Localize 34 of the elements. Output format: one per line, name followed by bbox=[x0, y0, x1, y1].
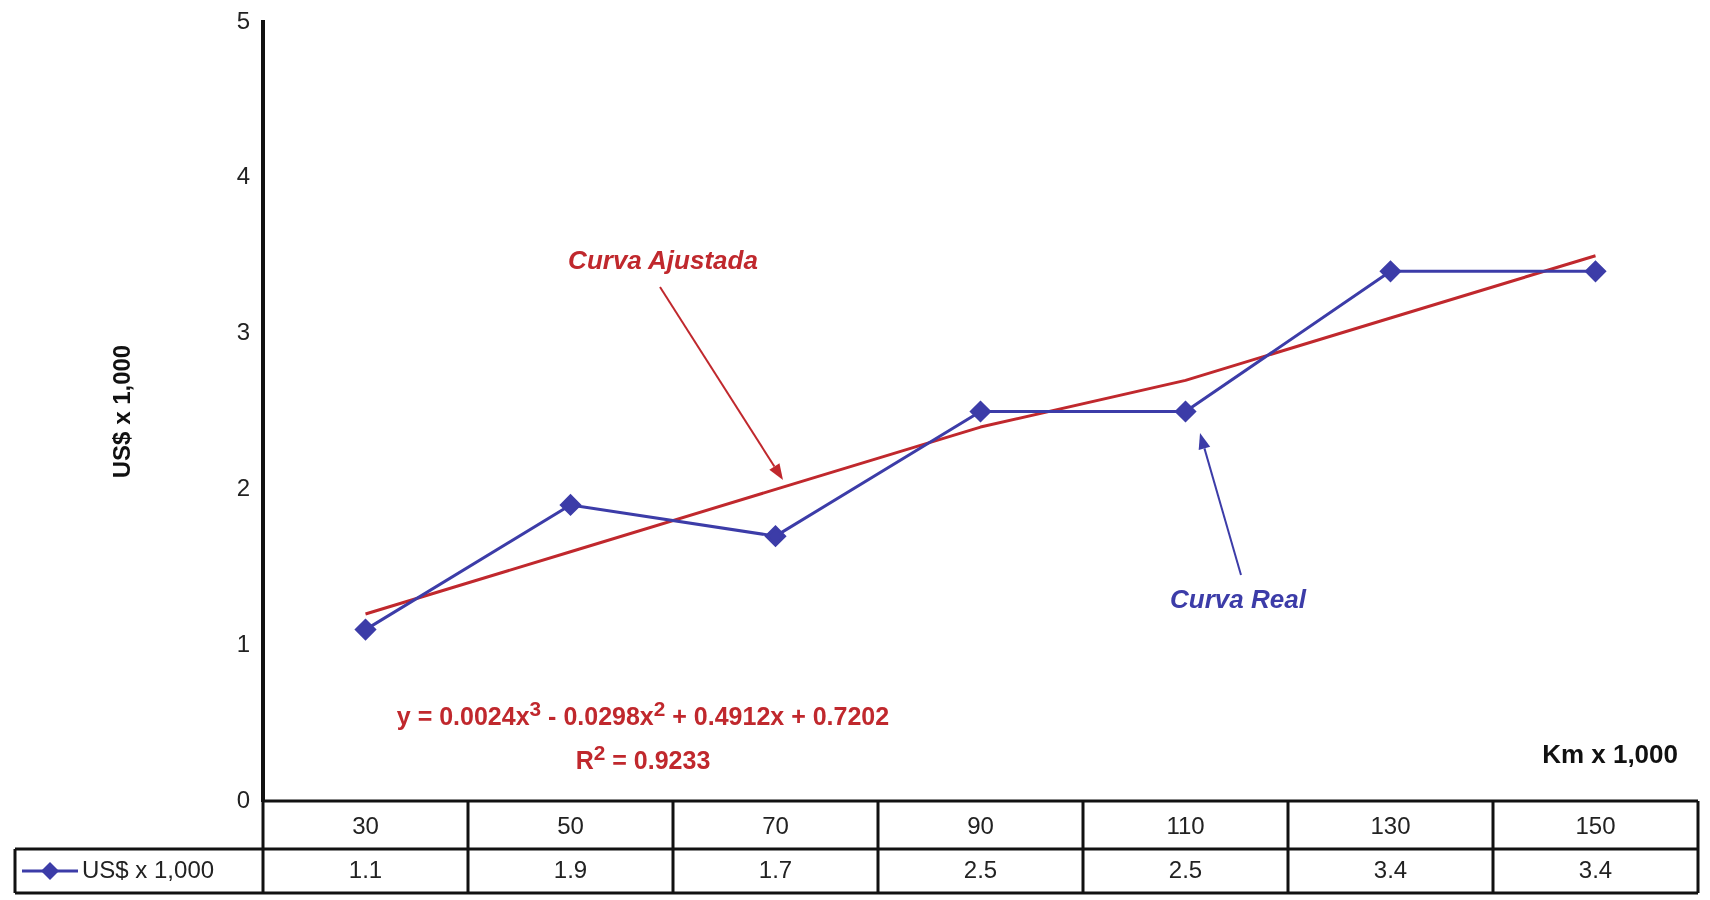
point bbox=[1585, 260, 1606, 282]
annotation: y = 0.0024x$^{3}$ - 0.0298x$^{2}$ + 0.4912x + 0.7202 bbox=[396, 696, 890, 732]
point bbox=[1380, 260, 1401, 282]
x-tick-label: 50 bbox=[557, 812, 584, 840]
x-tick-label: 30 bbox=[352, 812, 379, 840]
y-axis-title: US$ x 1,000 bbox=[108, 344, 136, 479]
point bbox=[1175, 401, 1196, 422]
y-tick-label: 0 bbox=[236, 785, 250, 813]
annotation: Curva Ajustada bbox=[568, 244, 758, 276]
point bbox=[560, 494, 581, 516]
y-tick-label: 5 bbox=[236, 6, 250, 34]
annotation: Curva Real bbox=[1170, 583, 1306, 615]
y-tick-label: 3 bbox=[236, 318, 250, 346]
data-label: 1.1 bbox=[348, 855, 383, 883]
x-tick-label: 130 bbox=[1370, 812, 1411, 840]
x-tick-label: 90 bbox=[967, 812, 994, 840]
x-tick-label: 110 bbox=[1166, 812, 1205, 840]
data-label: 1.7 bbox=[758, 855, 793, 883]
point bbox=[355, 619, 376, 641]
data-label: 2.5 bbox=[963, 855, 998, 883]
x-tick-label: 150 bbox=[1575, 812, 1616, 840]
x-axis-title: Km x 1,000 bbox=[1542, 739, 1678, 770]
annotation: R$^{2}$ = 0.9233 bbox=[575, 740, 711, 776]
data-label: 1.9 bbox=[553, 855, 588, 883]
y-tick-label: 2 bbox=[236, 474, 250, 502]
y-tick-label: 1 bbox=[236, 629, 250, 657]
y-tick-label: 4 bbox=[236, 162, 250, 190]
legend-label: US$ x 1,000 bbox=[82, 855, 215, 883]
data-label: 2.5 bbox=[1168, 855, 1203, 883]
point bbox=[970, 401, 991, 422]
data-label: 3.4 bbox=[1373, 855, 1408, 883]
x-tick-label: 70 bbox=[762, 812, 789, 840]
data-label: 3.4 bbox=[1578, 855, 1613, 883]
point bbox=[765, 525, 786, 547]
